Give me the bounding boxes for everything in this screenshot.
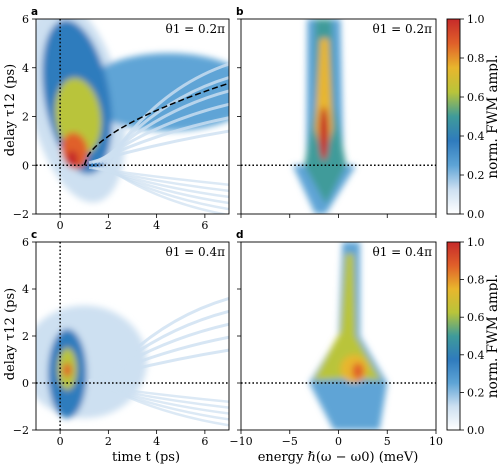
heatmap-region-3 xyxy=(352,363,364,380)
colorbar-tick-label: 0.8 xyxy=(467,52,485,65)
x-tick-label: 6 xyxy=(201,435,208,448)
fringe-line xyxy=(106,166,229,214)
colorbar-gradient xyxy=(447,19,460,214)
panel-letter: d xyxy=(236,229,244,241)
colorbar-tick-label: 0.6 xyxy=(467,91,485,104)
x-tick-label: 2 xyxy=(105,219,112,232)
heatmap xyxy=(36,296,229,427)
x-tick-label: 0 xyxy=(57,219,64,232)
dashed-guide-curve xyxy=(83,82,229,166)
panel-letter: b xyxy=(236,6,244,18)
x-tick-label: 5 xyxy=(384,435,391,448)
y-tick-label: 0 xyxy=(22,377,29,390)
panel-letter: a xyxy=(31,6,38,18)
x-tick-label: 4 xyxy=(153,435,160,448)
y-tick-label: 2 xyxy=(22,330,29,343)
colorbar-tick-label: 0.6 xyxy=(467,311,485,324)
colorbar-frame xyxy=(446,18,461,215)
y-tick-label: 2 xyxy=(22,111,29,124)
panel-annotation: θ1 = 0.2π xyxy=(372,22,432,36)
heatmap-region-1 xyxy=(81,53,229,132)
colorbar-tick-label: 0.2 xyxy=(467,169,485,182)
x-tick-label: 6 xyxy=(201,219,208,232)
x-axis-label-panel-d: energy ℏ(ω − ω0) (meV) xyxy=(258,450,419,465)
fringe-line xyxy=(102,384,229,427)
colorbar-tick-label: 0.4 xyxy=(467,130,485,143)
colorbar-label: norm. FWM ampl. xyxy=(485,274,498,398)
colorbar-tick-label: 1.0 xyxy=(467,236,485,249)
colorbar-tick-label: 0.4 xyxy=(467,349,485,362)
x-tick-label: 4 xyxy=(153,219,160,232)
panel-annotation: θ1 = 0.4π xyxy=(372,245,432,259)
panel-letter: c xyxy=(31,229,37,241)
colorbar-tick-label: 0.8 xyxy=(467,274,485,287)
x-axis-label-panel-c: time t (ps) xyxy=(112,450,180,465)
y-axis-label-panel-c: delay τ12 (ps) xyxy=(3,288,18,380)
colorbar-frame xyxy=(446,241,461,431)
x-tick-label: 2 xyxy=(105,435,112,448)
x-tick-label: −10 xyxy=(229,435,252,448)
colorbar-tick-label: 0.0 xyxy=(467,208,485,221)
colorbar-tick-label: 0.0 xyxy=(467,424,485,437)
heatmap-region-3 xyxy=(63,363,72,378)
fringe-line xyxy=(105,62,229,164)
panel-d: −10 −5 0 5 10 d θ1 = 0.4π xyxy=(229,229,443,448)
panel-annotation: θ1 = 0.2π xyxy=(165,22,225,36)
heatmap-region-3 xyxy=(319,106,329,161)
y-tick-label: −2 xyxy=(13,424,29,437)
y-tick-label: 0 xyxy=(22,159,29,172)
y-tick-label: 4 xyxy=(22,283,29,296)
x-tick-label: 10 xyxy=(429,435,443,448)
y-tick-label: 4 xyxy=(22,62,29,75)
colorbar-tick-label: 1.0 xyxy=(467,13,485,26)
x-tick-label: 0 xyxy=(335,435,342,448)
x-tick-label: −5 xyxy=(282,435,298,448)
fringe-line xyxy=(102,296,229,382)
heatmap-region-5 xyxy=(66,150,79,168)
colorbar-2: 0.0 0.2 0.4 0.6 0.8 1.0 norm. FWM ampl. xyxy=(446,236,498,437)
heatmap xyxy=(292,19,357,214)
colorbar-label: norm. FWM ampl. xyxy=(485,54,498,178)
panel-b: b θ1 = 0.2π xyxy=(236,6,437,218)
panel-annotation: θ1 = 0.4π xyxy=(165,245,225,259)
y-tick-label: 6 xyxy=(22,236,29,249)
colorbar-gradient xyxy=(447,242,460,430)
heatmap-region-1 xyxy=(313,253,382,381)
colorbar-1: 0.0 0.2 0.4 0.6 0.8 1.0 norm. FWM ampl. xyxy=(446,13,498,221)
y-tick-label: −2 xyxy=(13,208,29,221)
y-axis-label-panel-a: delay τ12 (ps) xyxy=(3,64,18,156)
x-tick-label: 0 xyxy=(57,435,64,448)
heatmap xyxy=(36,19,229,214)
y-tick-label: 6 xyxy=(22,13,29,26)
colorbar-tick-label: 0.2 xyxy=(467,386,485,399)
